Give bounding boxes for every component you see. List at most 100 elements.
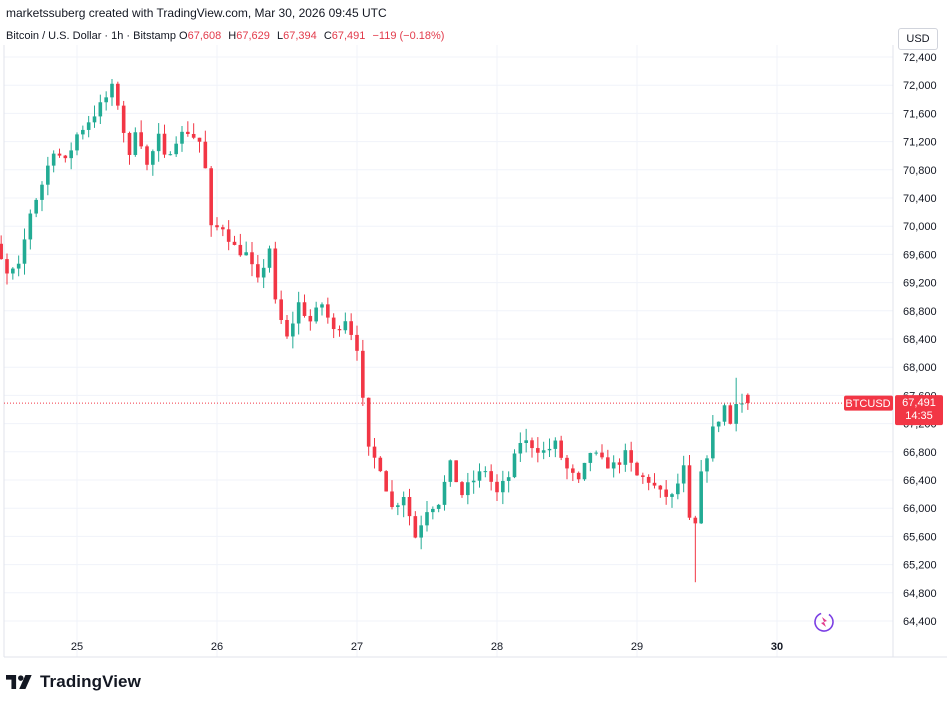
candle-body	[425, 512, 429, 526]
candle-body	[600, 452, 604, 458]
candle	[57, 148, 62, 158]
candle	[728, 402, 733, 425]
candle	[127, 131, 132, 165]
candle-body	[536, 448, 540, 453]
candle-body	[431, 508, 435, 513]
candle	[716, 421, 721, 433]
candle-body	[646, 476, 651, 483]
candle-body	[664, 489, 668, 497]
tradingview-logo-icon	[6, 675, 32, 689]
candle-body	[483, 471, 488, 473]
price-tick-label: 70,800	[903, 165, 937, 177]
candle-body	[571, 468, 575, 473]
candle	[448, 459, 453, 487]
candle-body	[512, 453, 517, 478]
candle-body	[296, 302, 301, 324]
candle	[302, 294, 307, 318]
candle-body	[442, 481, 447, 505]
price-tick-label: 68,000	[903, 362, 937, 374]
candle-body	[267, 248, 272, 268]
symbol-name[interactable]: Bitcoin / U.S. Dollar · 1h · Bitstamp	[6, 30, 176, 42]
candle-body	[145, 146, 149, 165]
candle-body	[716, 421, 721, 427]
candle	[623, 443, 628, 472]
candle	[606, 449, 610, 469]
candles	[0, 79, 750, 583]
price-tick-label: 69,200	[903, 278, 937, 290]
tradingview-logo[interactable]: TradingView	[6, 672, 141, 692]
candle-body	[530, 440, 534, 449]
candle-body	[460, 482, 464, 496]
candle-body	[320, 304, 324, 308]
candle-body	[92, 116, 97, 123]
candle-body	[390, 491, 394, 508]
candle	[658, 484, 663, 498]
candle	[693, 515, 698, 583]
candle	[250, 241, 254, 277]
candle	[477, 463, 482, 488]
candle-body	[285, 320, 289, 337]
candle	[390, 480, 394, 510]
candle	[629, 441, 633, 472]
candle	[226, 220, 231, 251]
candle-body	[699, 471, 703, 524]
candle-body	[250, 252, 254, 265]
candle-body	[413, 516, 418, 538]
candle	[326, 297, 330, 324]
candle-body	[232, 241, 237, 245]
candle-body	[168, 154, 173, 156]
candle-body	[565, 457, 569, 469]
candle-body	[606, 457, 610, 469]
candle	[617, 458, 622, 474]
candle-body	[139, 132, 143, 147]
price-tick-label: 64,800	[903, 588, 937, 600]
candle-body	[203, 141, 208, 169]
candle-body	[401, 496, 406, 506]
candle-body	[291, 323, 295, 337]
time-tick-label: 28	[491, 641, 503, 653]
candle-body	[641, 475, 645, 477]
candle	[483, 466, 488, 478]
candle	[600, 444, 604, 460]
candle	[611, 455, 616, 478]
price-tick-label: 72,000	[903, 80, 937, 92]
candle-body	[98, 102, 103, 117]
candle	[460, 480, 464, 498]
candle-body	[576, 472, 581, 480]
candle	[104, 91, 108, 111]
candle-body	[273, 248, 278, 300]
price-tick-label: 71,600	[903, 108, 937, 120]
candle-body	[174, 143, 178, 155]
candle-body	[127, 132, 132, 155]
candle	[215, 217, 219, 231]
candle-body	[372, 446, 377, 458]
price-tick-label: 72,400	[903, 52, 937, 64]
candle-body	[331, 317, 336, 330]
candle-body	[156, 133, 161, 152]
candle	[536, 437, 540, 463]
replay-icon[interactable]	[812, 610, 837, 635]
time-axis: 25 26 27 28 29 30	[71, 641, 783, 653]
currency-button[interactable]: USD	[898, 28, 938, 50]
candle	[372, 437, 377, 469]
candle-body	[110, 83, 114, 98]
candle	[162, 124, 167, 158]
candle-body	[378, 457, 383, 472]
candle	[681, 455, 686, 493]
time-tick-label: 25	[71, 641, 83, 653]
candle	[553, 437, 558, 458]
candle	[186, 121, 190, 137]
candle	[355, 325, 359, 361]
candle-body	[40, 184, 44, 200]
candle-body	[588, 452, 593, 463]
price-tick-label: 68,400	[903, 334, 937, 346]
candle-body	[448, 460, 453, 482]
candle	[279, 290, 283, 325]
candle	[168, 151, 173, 156]
candle-body	[582, 462, 587, 480]
high-label: H	[228, 30, 237, 42]
price-tick-label: 66,000	[903, 503, 937, 515]
candle-body	[51, 153, 56, 166]
high-value: 67,629	[236, 30, 270, 42]
